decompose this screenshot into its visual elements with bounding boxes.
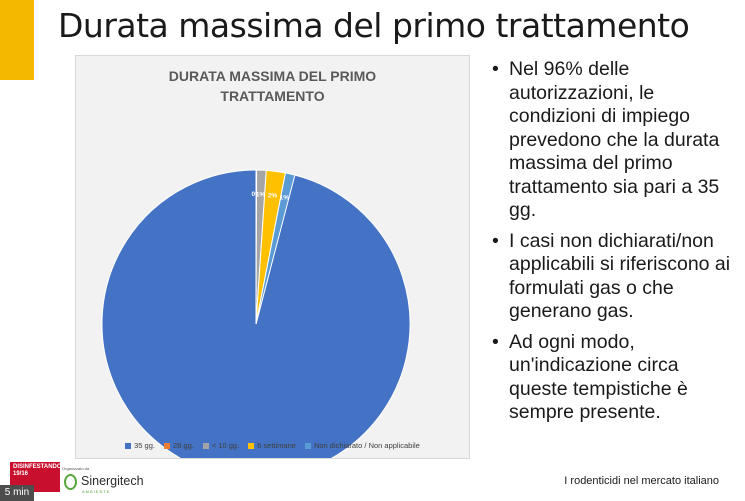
- leaf-logo-icon: [64, 474, 77, 490]
- bullet-text: Ad ogni modo, un'indicazione circa quest…: [509, 330, 688, 424]
- pie-data-label: 2%: [268, 192, 278, 199]
- legend-label: 28 gg.: [172, 441, 194, 450]
- bullet-dot-icon: •: [492, 58, 499, 80]
- chart-title-line-2: TRATTAMENTO: [220, 88, 325, 104]
- pie-data-label: 1%: [256, 191, 266, 198]
- organizer-label: Organizzato da: [62, 466, 90, 471]
- legend-swatch: [304, 442, 311, 449]
- footer-caption: I rodenticidi nel mercato italiano: [564, 475, 719, 487]
- bullet-text: I casi non dichiarati/non applicabili si…: [509, 229, 731, 323]
- chart-panel: DURATA MASSIMA DEL PRIMO TRATTAMENTO 96%…: [75, 55, 470, 459]
- legend-swatch: [163, 442, 170, 449]
- pie-data-label: 1%: [280, 194, 290, 201]
- bullet-dot-icon: •: [492, 330, 499, 353]
- legend-item: 6 settimane: [248, 441, 296, 450]
- slide-title: Durata massima del primo trattamento: [58, 6, 690, 45]
- chart-title: DURATA MASSIMA DEL PRIMO TRATTAMENTO: [76, 66, 469, 106]
- legend-item: Non dichiarato / Non applicabile: [304, 441, 420, 450]
- pie-slice: [255, 172, 296, 325]
- organizer-name: Sinergitech: [81, 474, 144, 488]
- legend-item: 28 gg.: [163, 441, 194, 450]
- organizer-subtitle: AMBIENTE: [82, 489, 111, 494]
- legend-label: Non dichiarato / Non applicabile: [313, 441, 420, 450]
- bullet-dot-icon: •: [492, 229, 499, 252]
- legend-swatch: [248, 442, 255, 449]
- chart-title-line-1: DURATA MASSIMA DEL PRIMO: [168, 68, 377, 84]
- legend-label: < 10 gg.: [211, 441, 240, 450]
- bullet-item: • Nel 96% delle autorizzazioni, le condiz…: [492, 58, 737, 223]
- bullet-text: Nel 96% delle autorizzazioni, le condizi…: [509, 58, 720, 221]
- bullet-list: • Nel 96% delle autorizzazioni, le condiz…: [492, 58, 737, 432]
- legend-item: 35 gg.: [125, 441, 155, 450]
- bullet-item: • I casi non dichiarati/non applicabili s…: [492, 230, 737, 324]
- legend-swatch: [125, 442, 132, 449]
- legend-label: 35 gg.: [134, 441, 155, 450]
- pie-chart: 96%0%1%2%1%: [101, 169, 411, 458]
- legend-label: 6 settimane: [257, 441, 296, 450]
- legend-swatch: [202, 442, 209, 449]
- bullet-item: • Ad ogni modo, un'indicazione circa ques…: [492, 331, 737, 425]
- accent-bar: [0, 0, 34, 80]
- legend-item: < 10 gg.: [202, 441, 240, 450]
- pie-slice: [101, 169, 411, 458]
- chart-legend: 35 gg. 28 gg. < 10 gg. 6 settimane Non dichi…: [76, 441, 469, 450]
- time-badge: 5 min: [0, 485, 34, 501]
